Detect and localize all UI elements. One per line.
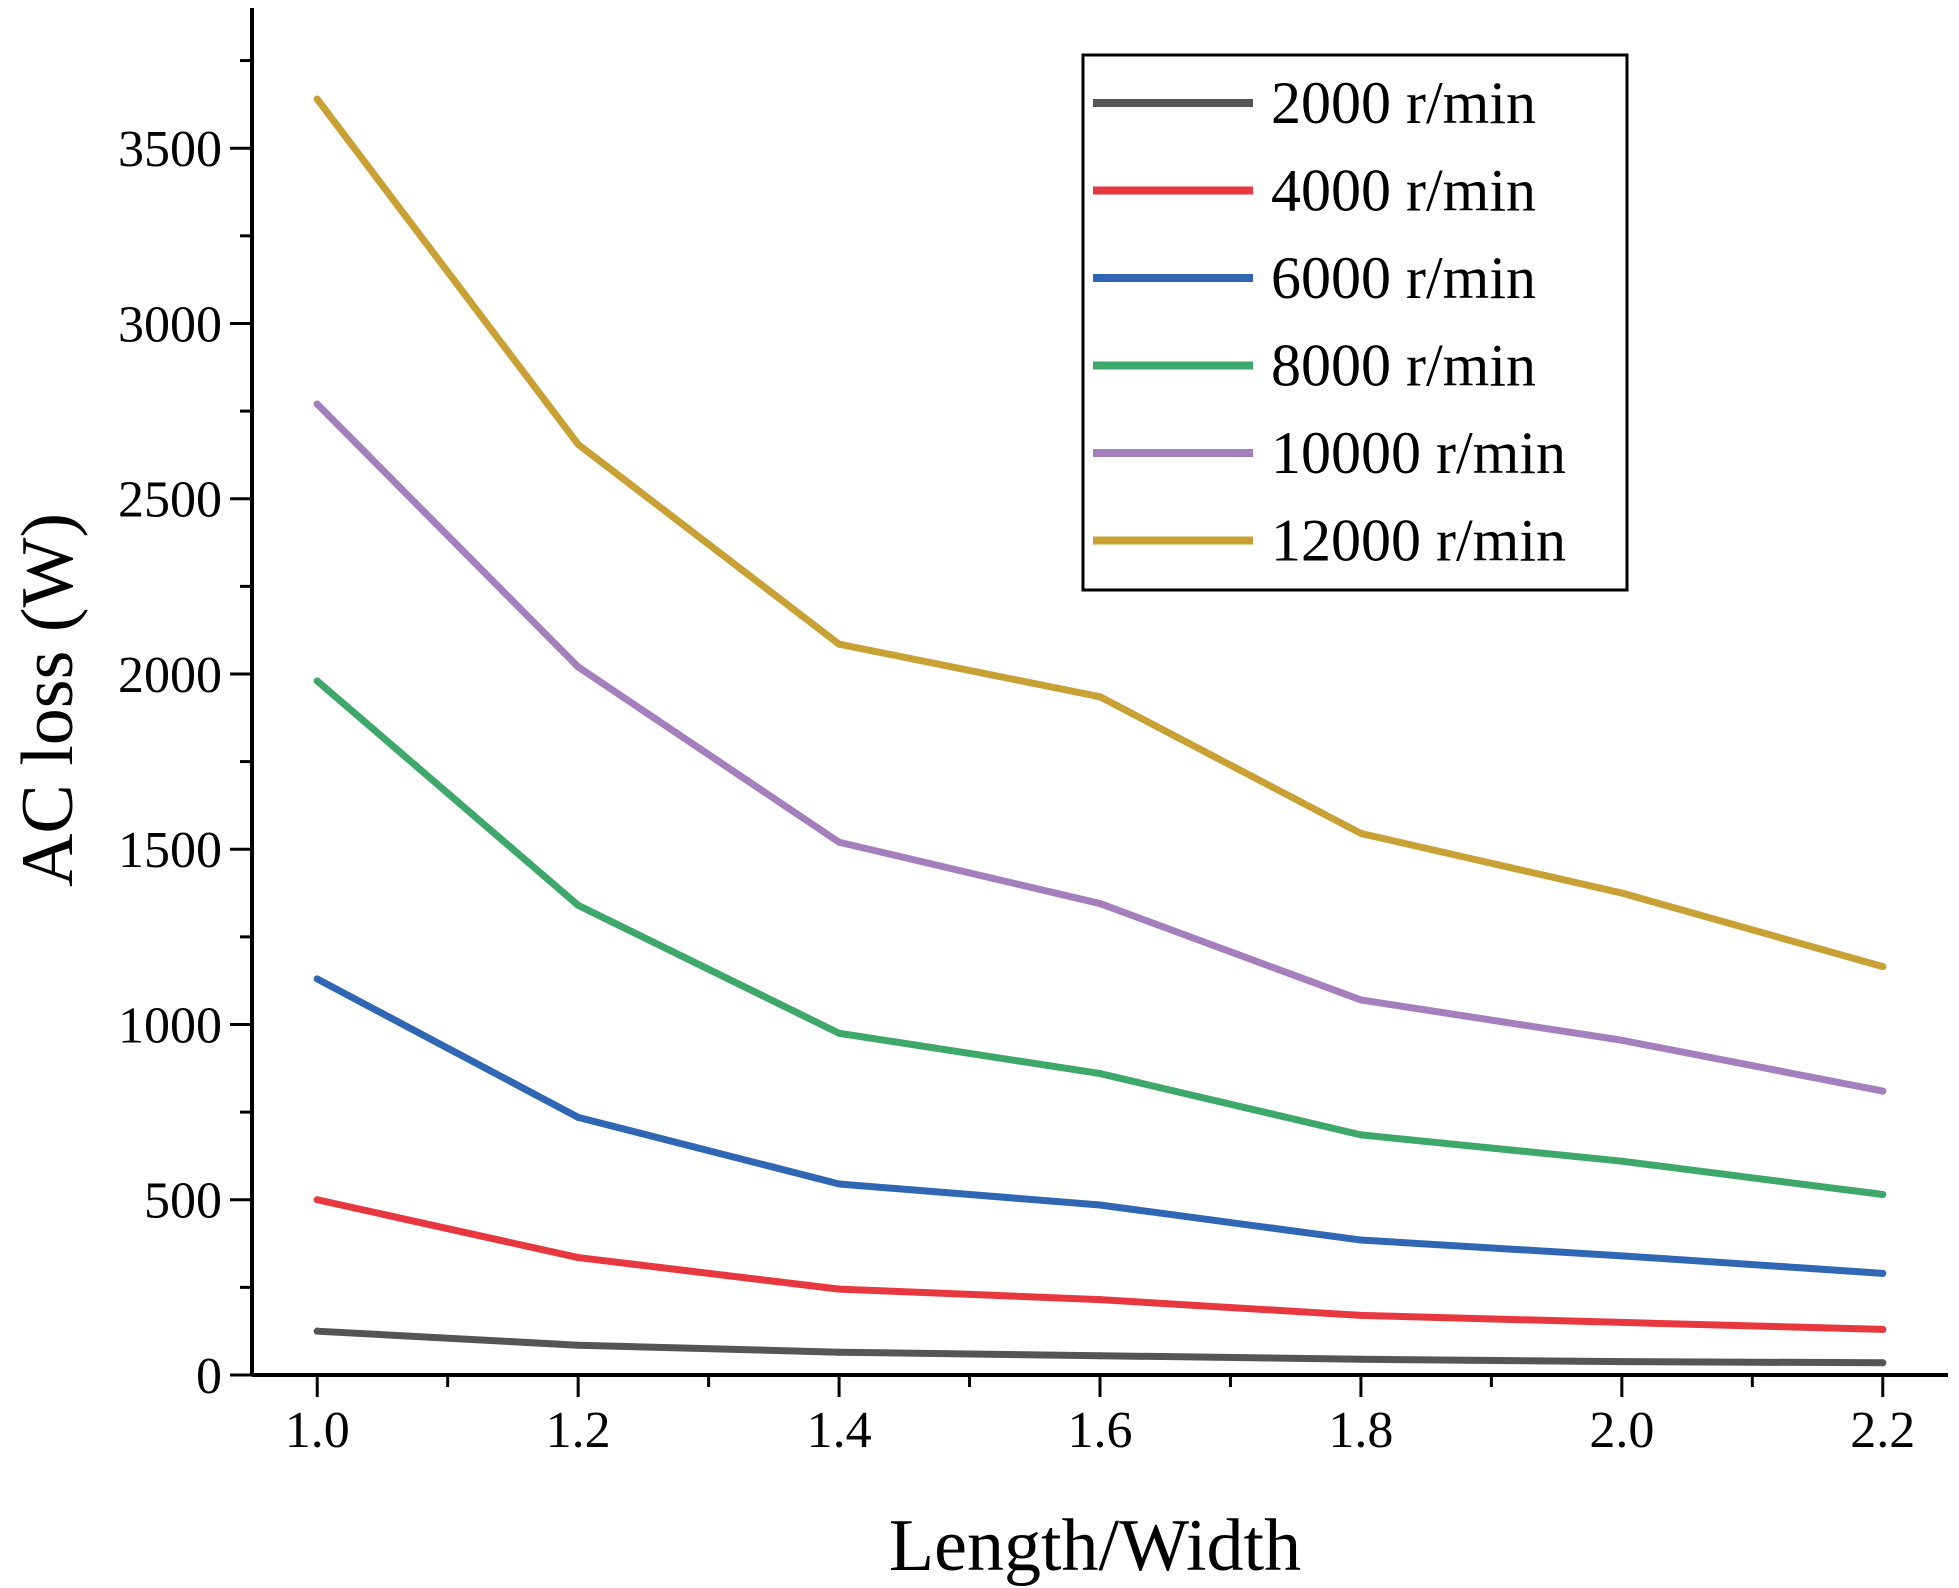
- x-axis-title: Length/Width: [889, 1505, 1301, 1587]
- data-point: [1357, 1311, 1365, 1319]
- legend-label: 10000 r/min: [1271, 420, 1566, 486]
- data-point: [1618, 1252, 1626, 1260]
- series-line: [313, 975, 1887, 1277]
- data-point: [1618, 1318, 1626, 1326]
- y-tick-label: 0: [196, 1348, 222, 1405]
- legend-label: 12000 r/min: [1271, 508, 1566, 574]
- y-tick-label: 500: [144, 1173, 222, 1230]
- data-point: [835, 1180, 843, 1188]
- data-point: [1357, 996, 1365, 1004]
- data-point: [835, 1029, 843, 1037]
- data-point: [1879, 963, 1887, 971]
- data-point: [1096, 693, 1104, 701]
- legend-label: 4000 r/min: [1271, 158, 1536, 224]
- data-point: [574, 1113, 582, 1121]
- y-tick-label: 1000: [118, 997, 222, 1054]
- x-tick-label: 2.2: [1850, 1402, 1915, 1459]
- legend-box: [1081, 53, 1629, 592]
- data-point: [574, 663, 582, 671]
- y-tick-label: 1500: [118, 822, 222, 879]
- x-tick-label: 2.0: [1589, 1402, 1654, 1459]
- x-tick-label: 1.6: [1068, 1402, 1133, 1459]
- data-point: [1879, 1359, 1887, 1367]
- series-2000-r-min: [313, 1327, 1887, 1367]
- series-lines: [313, 95, 1887, 1367]
- data-point: [835, 1285, 843, 1293]
- y-tick-label: 3000: [118, 296, 222, 353]
- data-point: [574, 1341, 582, 1349]
- data-point: [1096, 1352, 1104, 1360]
- data-point: [1879, 1190, 1887, 1198]
- y-axis-title: AC loss (W): [7, 513, 89, 887]
- series-12000-r-min: [313, 95, 1887, 971]
- data-point: [313, 95, 321, 103]
- data-point: [1096, 900, 1104, 908]
- data-point: [313, 400, 321, 408]
- data-point: [313, 1196, 321, 1204]
- data-point: [1357, 829, 1365, 837]
- series-line: [313, 677, 1887, 1198]
- data-point: [1879, 1325, 1887, 1333]
- data-point: [574, 440, 582, 448]
- data-point: [574, 901, 582, 909]
- data-point: [1357, 1236, 1365, 1244]
- data-point: [1357, 1355, 1365, 1363]
- data-point: [835, 640, 843, 648]
- data-point: [1879, 1269, 1887, 1277]
- x-tick-label: 1.0: [285, 1402, 350, 1459]
- data-point: [1357, 1131, 1365, 1139]
- series-10000-r-min: [313, 400, 1887, 1095]
- data-point: [574, 1254, 582, 1262]
- y-tick-label: 3500: [118, 121, 222, 178]
- data-point: [313, 975, 321, 983]
- series-line: [313, 1196, 1887, 1333]
- axes: 0 500 1000 1500 2000 2500 3000 3500 1.0 1.2 1.4 1.6…: [118, 8, 1948, 1459]
- data-point: [1879, 1087, 1887, 1095]
- data-point: [1096, 1201, 1104, 1209]
- legend-label: 8000 r/min: [1271, 333, 1536, 399]
- x-tick-label: 1.2: [546, 1402, 611, 1459]
- legend-label: 2000 r/min: [1271, 70, 1536, 136]
- data-point: [1618, 1358, 1626, 1366]
- data-point: [1618, 1157, 1626, 1165]
- y-tick-label: 2500: [118, 472, 222, 529]
- series-8000-r-min: [313, 677, 1887, 1198]
- data-point: [1096, 1296, 1104, 1304]
- legend-label: 6000 r/min: [1271, 245, 1536, 311]
- data-point: [835, 1348, 843, 1356]
- data-point: [1096, 1070, 1104, 1078]
- data-point: [1618, 1036, 1626, 1044]
- data-point: [313, 1327, 321, 1335]
- x-tick-label: 1.4: [807, 1402, 872, 1459]
- y-tick-label: 2000: [118, 647, 222, 704]
- data-point: [1618, 889, 1626, 897]
- data-point: [313, 677, 321, 685]
- legend: 2000 r/min 4000 r/min 6000 r/min 8000 r/min…: [1081, 53, 1629, 592]
- data-point: [835, 838, 843, 846]
- x-tick-label: 1.8: [1328, 1402, 1393, 1459]
- series-6000-r-min: [313, 975, 1887, 1277]
- series-4000-r-min: [313, 1196, 1887, 1333]
